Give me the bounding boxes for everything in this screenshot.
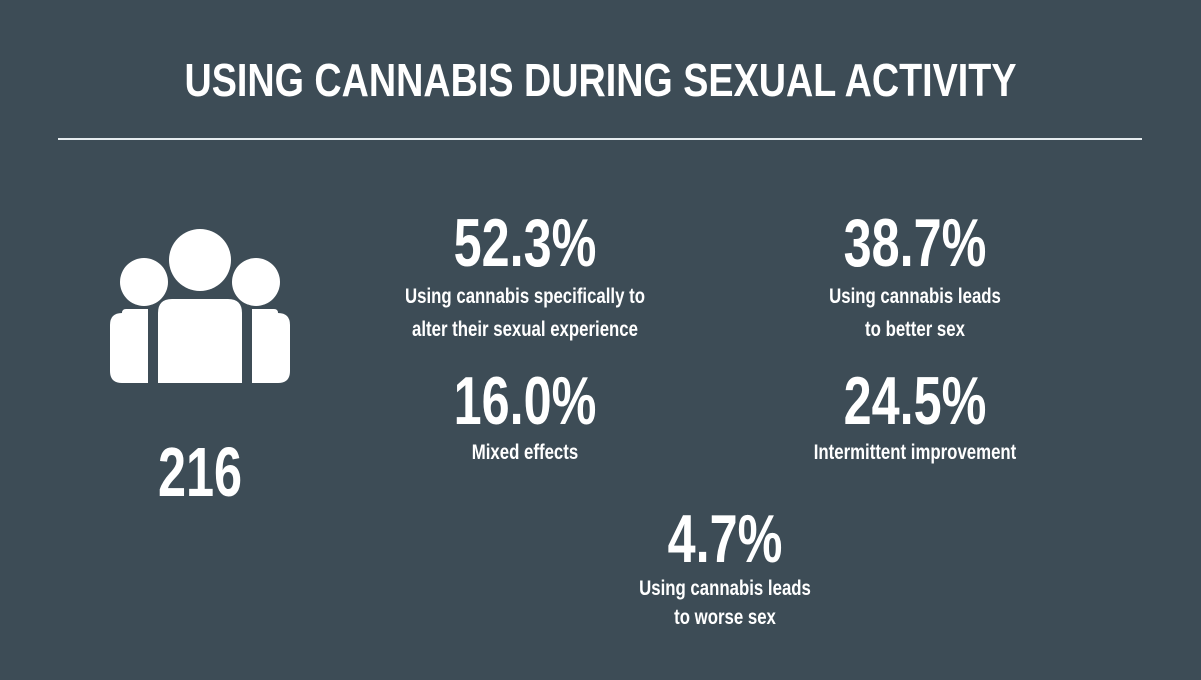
stat-value: 24.5% xyxy=(843,363,987,439)
stat-label-line1: Using cannabis specifically to xyxy=(405,285,645,308)
stat-label-line2: alter their sexual experience xyxy=(412,318,638,341)
people-group-icon xyxy=(110,229,290,383)
stat-label-line1: Using cannabis leads xyxy=(639,577,811,600)
page-title: USING CANNABIS DURING SEXUAL ACTIVITY xyxy=(184,54,1017,106)
stat-label-line1: Intermittent improvement xyxy=(813,441,1017,464)
stat-value: 16.0% xyxy=(453,363,597,439)
stat-value: 4.7% xyxy=(667,501,783,577)
stat-label-line2: to better sex xyxy=(865,318,965,341)
title-divider xyxy=(58,138,1142,140)
stat-intermittent-improvement: 24.5% Intermittent improvement xyxy=(765,366,1065,467)
stat-label-line1: Using cannabis leads xyxy=(829,285,1001,308)
stat-value: 38.7% xyxy=(843,205,987,281)
stat-label-line1: Mixed effects xyxy=(471,441,579,464)
stat-label-line2: to worse sex xyxy=(674,606,776,629)
respondent-count: 216 xyxy=(157,433,243,511)
stat-mixed-effects: 16.0% Mixed effects xyxy=(375,366,675,467)
stat-worse-sex: 4.7% Using cannabis leads to worse sex xyxy=(575,504,875,632)
stat-value: 52.3% xyxy=(453,205,597,281)
stat-better-sex: 38.7% Using cannabis leads to better sex xyxy=(765,208,1065,344)
stat-altering-experience: 52.3% Using cannabis specifically to alt… xyxy=(375,208,675,344)
